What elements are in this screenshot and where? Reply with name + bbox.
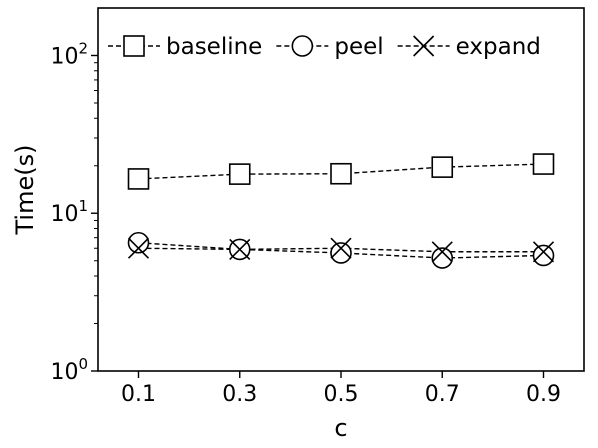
- peel-point: [330, 242, 352, 264]
- legend-item-peel: peel: [276, 34, 384, 60]
- legend: baseline peel expand: [108, 34, 541, 60]
- axis-layer: 0.1 0.3 0.5 0.7 0.9 100 101 102: [50, 7, 585, 407]
- y-axis-label: Time(s): [11, 145, 39, 236]
- expand-point: [532, 241, 555, 263]
- plot-frame: [97, 7, 585, 372]
- x-tick-label: 0.7: [425, 382, 460, 407]
- x-tick-label: 0.1: [121, 382, 156, 407]
- baseline-point: [127, 168, 150, 190]
- baseline-point: [228, 163, 251, 185]
- x-tick-label: 0.3: [222, 382, 257, 407]
- peel-point: [532, 244, 555, 267]
- legend-label: peel: [334, 34, 383, 60]
- legend-item-expand: expand: [397, 34, 541, 60]
- legend-marker: [123, 35, 145, 57]
- x-axis-label: c: [334, 414, 347, 442]
- expand-point: [229, 238, 251, 260]
- peel-point: [431, 247, 454, 269]
- x-tick-label: 0.5: [324, 382, 359, 407]
- y-tick-label: 102: [50, 39, 88, 69]
- y-tick-label: 101: [50, 197, 88, 227]
- legend-item-baseline: baseline: [108, 34, 262, 60]
- baseline-point: [431, 156, 454, 178]
- peel-point: [127, 231, 150, 254]
- legend-label: expand: [456, 34, 541, 60]
- baseline-point: [532, 153, 555, 175]
- legend-marker: [291, 35, 314, 57]
- expand-point: [127, 237, 150, 259]
- legend-label: baseline: [166, 34, 262, 60]
- expand-point: [431, 241, 453, 263]
- x-tick-label: 0.9: [526, 382, 561, 407]
- legend-marker: [413, 35, 435, 57]
- y-tick-label: 100: [50, 355, 88, 385]
- expand-point: [330, 237, 352, 259]
- baseline-point: [330, 162, 352, 185]
- plot-layer: [127, 153, 555, 269]
